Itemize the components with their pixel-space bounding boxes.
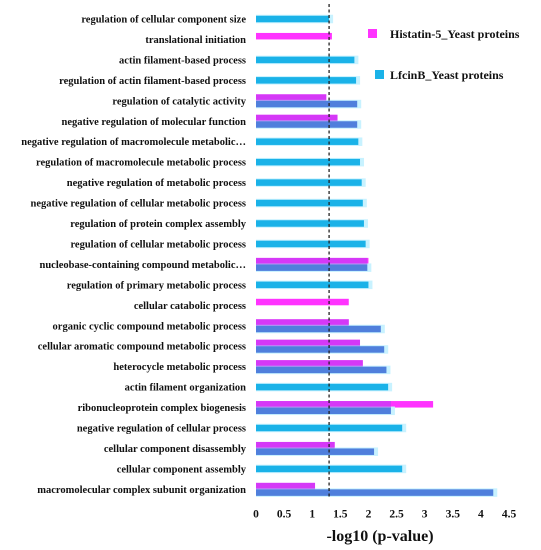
- category-label: regulation of primary metabolic process: [67, 280, 246, 291]
- bar-histatin: [256, 298, 349, 306]
- category-labels: regulation of cellular component size tra…: [21, 15, 246, 496]
- bar-overlap: [256, 257, 368, 265]
- category-label: negative regulation of cellular process: [77, 424, 246, 435]
- bar-overlap: [256, 360, 363, 367]
- category-label: regulation of protein complex assembly: [70, 219, 247, 230]
- category-label: cellular catabolic process: [134, 301, 246, 312]
- bar-lfcinb: [256, 158, 361, 166]
- category-label: ribonucleoprotein complex biogenesis: [78, 403, 246, 414]
- bar-lfcinb: [256, 56, 355, 64]
- bar-lfcinb: [256, 346, 385, 353]
- category-label: regulation of macromolecule metabolic pr…: [36, 158, 246, 169]
- bar-lfcinb: [256, 281, 369, 289]
- bar-overlap: [256, 94, 327, 101]
- category-label: actin filament organization: [125, 383, 246, 394]
- bar-lfcinb: [256, 220, 364, 227]
- category-label: negative regulation of molecular functio…: [61, 117, 246, 128]
- category-label: nucleobase-containing compound metabolic…: [39, 260, 246, 271]
- category-label: actin filament-based process: [119, 55, 246, 66]
- bar-lfcinb: [256, 138, 359, 145]
- bar-overlap: [256, 482, 316, 490]
- bar-overlap: [256, 339, 361, 347]
- legend-swatch-lfcinb: [375, 70, 384, 79]
- bar-lfcinb: [256, 366, 387, 374]
- category-label: regulation of cellular metabolic process: [70, 239, 246, 250]
- bar-lfcinb: [256, 179, 362, 186]
- x-tick-label: 3.5: [446, 508, 461, 520]
- x-tick-label: 0.5: [277, 508, 292, 520]
- x-tick-label: 1: [309, 508, 315, 520]
- bar-lfcinb: [256, 121, 358, 128]
- category-label: negative regulation of macromolecule met…: [21, 137, 246, 148]
- bar-lfcinb: [256, 448, 375, 455]
- legend-swatch-histatin: [368, 29, 377, 38]
- legend-label-histatin: Histatin-5_Yeast proteins: [390, 27, 520, 41]
- x-tick-label: 2.5: [389, 508, 404, 520]
- category-label: cellular component assembly: [117, 464, 247, 475]
- bar-overlap: [256, 401, 391, 408]
- bar-lfcinb: [256, 100, 358, 108]
- category-label: regulation of catalytic activity: [112, 96, 246, 107]
- category-label: cellular aromatic compound metabolic pro…: [38, 342, 246, 353]
- legend: Histatin-5_Yeast proteins LfcinB_Yeast p…: [368, 27, 520, 82]
- bar-lfcinb: [256, 199, 363, 207]
- bar-histatin: [256, 32, 332, 40]
- x-tick-label: 4.5: [502, 508, 517, 520]
- category-label: regulation of cellular component size: [81, 15, 246, 26]
- category-label: organic cyclic compound metabolic proces…: [53, 321, 246, 332]
- category-label: macromolecular complex subunit organizat…: [37, 485, 246, 496]
- bar-overlap: [256, 114, 338, 122]
- bars: [256, 14, 498, 497]
- category-label: negative regulation of cellular metaboli…: [30, 199, 246, 210]
- legend-label-lfcinb: LfcinB_Yeast proteins: [390, 68, 504, 82]
- category-label: cellular component disassembly: [104, 444, 247, 455]
- category-label: negative regulation of metabolic process: [67, 178, 246, 189]
- x-tick-labels: 0 0.5 1 1.5 2 2.5 3 3.5 4 4.5: [253, 508, 516, 520]
- bar-lfcinb: [256, 15, 330, 23]
- x-axis-title: -log10 (p-value): [326, 528, 433, 545]
- bar-overlap: [256, 319, 349, 326]
- category-label: translational initiation: [145, 35, 246, 46]
- bar-lfcinb: [256, 240, 366, 248]
- bar-lfcinb: [256, 489, 494, 496]
- bar-overlap: [256, 441, 335, 449]
- x-tick-label: 4: [478, 508, 484, 520]
- x-tick-label: 0: [253, 508, 259, 520]
- x-tick-label: 2: [366, 508, 372, 520]
- bar-lfcinb: [256, 77, 357, 84]
- bar-lfcinb: [256, 407, 391, 415]
- bar-lfcinb: [256, 264, 368, 271]
- x-tick-label: 3: [422, 508, 428, 520]
- category-label: heterocycle metabolic process: [113, 362, 246, 373]
- bar-lfcinb: [256, 325, 381, 333]
- x-tick-label: 1.5: [333, 508, 348, 520]
- category-label: regulation of actin filament-based proce…: [59, 76, 246, 87]
- bar-lfcinb: [256, 383, 389, 391]
